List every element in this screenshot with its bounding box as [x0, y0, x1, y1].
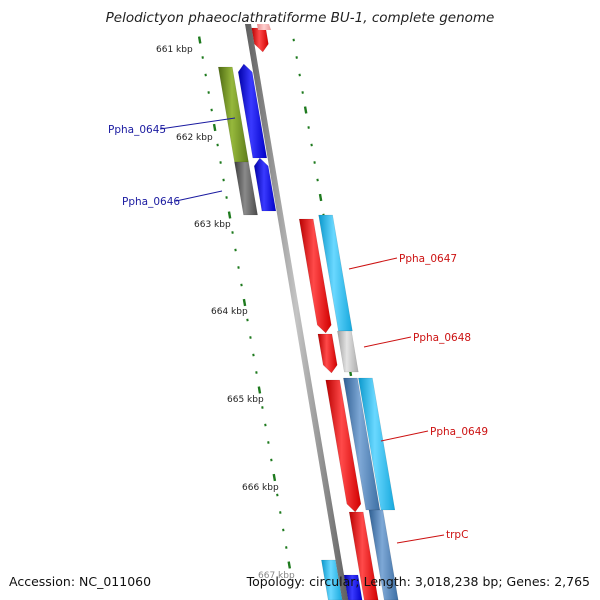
gene-leader-line [159, 117, 236, 130]
map-title: Pelodictyon phaeoclathratiforme BU-1, co… [105, 10, 495, 26]
major-tick [212, 123, 217, 132]
gene-cyan-bottom[interactable] [321, 559, 343, 600]
gene-leader-line [380, 430, 429, 442]
gene-red-ppha0648[interactable] [317, 333, 338, 374]
tick-label: 664 kbp [211, 307, 248, 317]
gene-leader-line [175, 190, 223, 202]
tick-label: 665 kbp [227, 395, 264, 405]
genome-backbone [245, 24, 349, 600]
backbone-line [245, 24, 349, 600]
gene-label-ppha_0648[interactable]: Ppha_0648 [413, 332, 471, 344]
major-tick [303, 106, 308, 114]
gene-red-trpc[interactable] [348, 511, 379, 600]
topology-summary: Topology: circular; Length: 3,018,238 bp… [246, 574, 590, 589]
gene-label-ppha_0646[interactable]: Ppha_0646 [122, 196, 180, 208]
gene-pink-top[interactable] [257, 24, 271, 30]
tick-label: 661 kbp [156, 45, 193, 55]
tick-label: 662 kbp [176, 133, 213, 143]
gene-blue-ppha0646[interactable] [253, 157, 277, 212]
gene-red-ppha0647[interactable] [298, 218, 332, 334]
gene-leader-line [363, 336, 412, 348]
major-tick [242, 298, 247, 307]
tick-label: 663 kbp [194, 220, 231, 230]
gene-leader-line [348, 257, 398, 270]
gene-leader-line [396, 534, 445, 544]
gene-features [218, 24, 399, 600]
gene-label-ppha_0647[interactable]: Ppha_0647 [399, 253, 457, 265]
tick-label: 667 kbp [258, 571, 295, 581]
gene-gray[interactable] [234, 161, 258, 216]
major-tick [227, 211, 232, 219]
gene-lightgray-ppha0648[interactable] [337, 330, 359, 373]
major-tick [257, 386, 262, 394]
gene-label-ppha_0645[interactable]: Ppha_0645 [108, 124, 166, 136]
major-tick [318, 193, 323, 202]
accession-text: Accession: NC_011060 [9, 574, 152, 589]
gene-label-ppha_0649[interactable]: Ppha_0649 [430, 426, 488, 438]
gene-blue-bottom[interactable] [343, 574, 363, 600]
gene-labels: 661 kbp 662 kbp 663 kbp 664 kbp 665 kbp 666 k… [108, 45, 488, 581]
major-tick [272, 473, 277, 482]
major-tick [287, 561, 292, 569]
gene-red-ppha0649[interactable] [325, 379, 362, 513]
tick-label: 666 kbp [242, 483, 279, 493]
gene-cyan-ppha0647[interactable] [318, 214, 353, 332]
gene-cyan-ppha0649[interactable] [358, 377, 396, 511]
gene-label-trpc[interactable]: trpC [446, 529, 468, 541]
gene-steel-trpc[interactable] [368, 509, 399, 600]
major-tick [197, 36, 202, 44]
